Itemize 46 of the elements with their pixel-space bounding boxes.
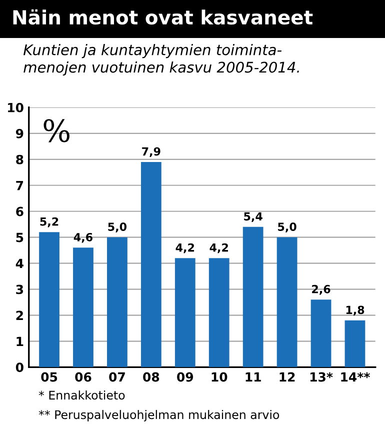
data-label: 1,8	[346, 306, 364, 316]
y-axis-title: %	[44, 119, 70, 142]
data-label: 5,4	[244, 212, 262, 222]
x-tick-label: 06	[75, 372, 92, 382]
bar	[73, 248, 94, 368]
bar	[107, 237, 128, 368]
data-label: 7,9	[142, 147, 160, 158]
x-tick-label: 13*	[310, 372, 333, 382]
y-tick-label: 5	[16, 232, 24, 242]
y-tick-label: 6	[16, 206, 24, 216]
bar	[140, 162, 162, 368]
y-tick-label: 9	[16, 128, 24, 138]
y-tick-label: 4	[16, 258, 24, 268]
x-tick-label: 10	[212, 372, 228, 382]
bar	[276, 237, 298, 368]
y-tick-label: 10	[8, 102, 24, 112]
y-tick-label: 1	[16, 336, 24, 346]
bar	[242, 226, 264, 368]
data-label: 5,2	[40, 217, 58, 228]
data-label: 2,6	[312, 284, 330, 295]
x-tick-label: 09	[177, 372, 194, 382]
data-label: 5,0	[108, 222, 127, 232]
y-tick-label: 3	[16, 284, 24, 294]
y-tick-label: 2	[16, 310, 23, 320]
x-tick-label: 12	[280, 372, 295, 382]
chart-subtitle: Kuntien ja kuntayhtymien toiminta- menojen vuotuinen kasvu 2005-2014.	[23, 44, 299, 76]
data-label: 4,2	[176, 243, 194, 254]
data-label: 5,0	[278, 222, 296, 232]
x-tick-label: 14**	[341, 372, 370, 382]
bar	[39, 232, 60, 368]
bar	[174, 258, 196, 368]
x-tick-label: 11	[246, 372, 261, 382]
bar	[208, 258, 230, 368]
data-label: 4,2	[210, 243, 228, 254]
data-label: 4,6	[74, 232, 92, 243]
y-tick-label: 8	[16, 154, 24, 164]
bar	[344, 320, 366, 368]
x-tick-label: 08	[143, 372, 160, 382]
y-tick-label: 0	[16, 362, 24, 372]
y-tick-label: 7	[16, 180, 24, 190]
bar	[310, 300, 332, 368]
text: * Ennakkotieto	[38, 390, 125, 400]
chart-title: Näin menot ovat kasvaneet	[13, 9, 313, 25]
x-tick-label: 05	[41, 372, 58, 382]
text: ** Peruspalveluohjelman mukainen arvio	[38, 410, 280, 422]
x-tick-label: 07	[109, 372, 125, 382]
